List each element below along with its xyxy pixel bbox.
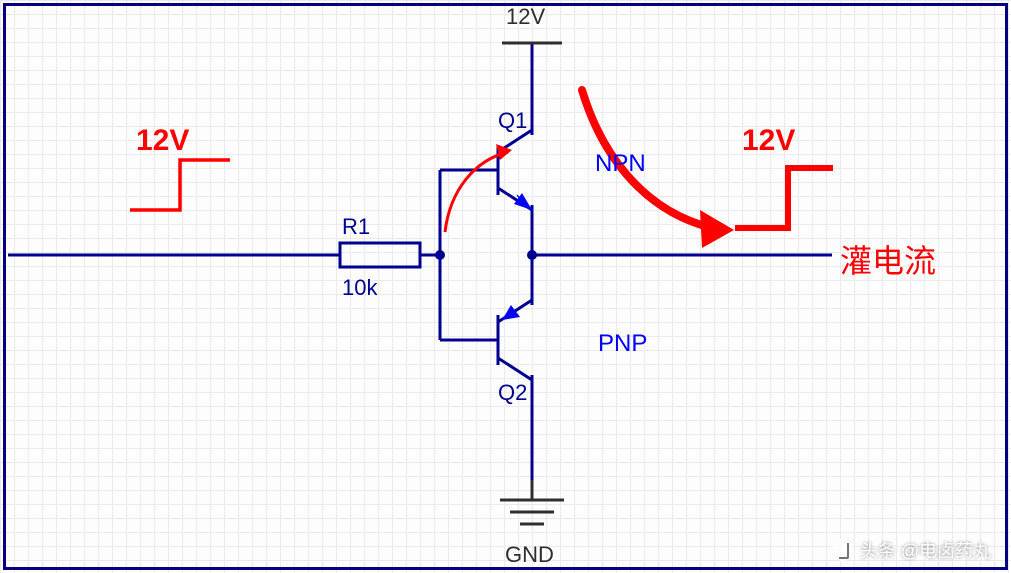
transistor-q1-npn	[488, 130, 532, 210]
annotation-left-12v: 12V	[136, 124, 189, 158]
pnp-type-label: PNP	[598, 330, 647, 358]
q2-ref-label: Q2	[498, 380, 527, 406]
vcc-label: 12V	[506, 4, 545, 30]
r1-ref-label: R1	[342, 214, 370, 240]
r1-value-label: 10k	[342, 275, 377, 301]
small-red-arrow	[445, 144, 512, 232]
schematic-svg	[0, 0, 1011, 573]
watermark-icon	[832, 539, 854, 561]
watermark: 头条 @电卤药丸	[832, 537, 991, 563]
input-step-icon	[130, 160, 230, 210]
watermark-text: 头条 @电卤药丸	[860, 537, 991, 563]
q1-ref-label: Q1	[498, 108, 527, 134]
output-step-icon	[738, 168, 830, 228]
transistor-q2-pnp	[488, 300, 532, 380]
annotation-right-12v: 12V	[742, 124, 795, 158]
resistor-r1	[340, 243, 420, 267]
gnd-symbol	[500, 480, 564, 524]
junctions	[435, 250, 537, 260]
npn-type-label: NPN	[595, 150, 646, 178]
output-text-label: 灌电流	[840, 236, 936, 282]
schematic-canvas: 12V GND Q1 Q2 NPN PNP R1 10k 12V 12V 灌电流…	[0, 0, 1011, 573]
gnd-label: GND	[505, 542, 554, 568]
